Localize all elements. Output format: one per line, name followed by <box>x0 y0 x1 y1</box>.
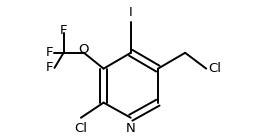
Text: O: O <box>79 43 89 55</box>
Text: N: N <box>126 122 136 135</box>
Text: I: I <box>129 6 133 19</box>
Text: F: F <box>60 24 67 37</box>
Text: Cl: Cl <box>74 122 87 135</box>
Text: F: F <box>46 46 53 59</box>
Text: F: F <box>46 61 53 74</box>
Text: Cl: Cl <box>208 62 221 75</box>
